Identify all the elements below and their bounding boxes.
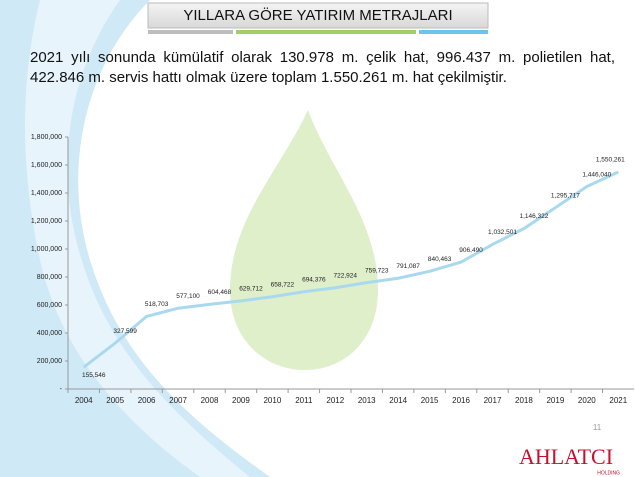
value-label: 694,376: [302, 277, 326, 284]
value-label: 155,546: [82, 372, 106, 379]
x-tick-label: 2013: [358, 396, 376, 405]
value-label: 577,100: [176, 293, 200, 300]
value-label: 791,087: [396, 263, 420, 270]
y-tick-label: 1,000,000: [31, 246, 62, 253]
x-tick-label: 2016: [452, 396, 470, 405]
x-tick-label: 2007: [169, 396, 187, 405]
background-swoosh-light: [25, 0, 250, 477]
value-label: 629,712: [239, 286, 263, 293]
description: 2021 yılı sonunda kümülatif olarak 130.9…: [30, 49, 615, 86]
x-tick-label: 2006: [138, 396, 156, 405]
x-tick-label: 2012: [326, 396, 344, 405]
x-tick-label: 2008: [201, 396, 219, 405]
value-label: 759,723: [365, 267, 389, 274]
y-tick-label: 1,200,000: [31, 218, 62, 225]
logo: AHLATCI: [519, 444, 613, 469]
x-tick-label: 2021: [609, 396, 627, 405]
page-number: 11: [593, 423, 602, 432]
x-tick-label: 2004: [75, 396, 93, 405]
x-tick-label: 2017: [484, 396, 502, 405]
value-label: 840,463: [428, 256, 452, 263]
y-tick-label: 600,000: [37, 302, 62, 309]
y-tick-label: 1,600,000: [31, 162, 62, 169]
title-box: [147, 2, 489, 29]
value-label: 518,703: [145, 301, 169, 308]
value-label: 1,550,261: [596, 157, 625, 164]
value-label: 1,146,322: [519, 213, 548, 220]
logo-sub: HOLDING: [597, 470, 620, 476]
value-label: 658,722: [271, 281, 295, 288]
x-tick-label: 2014: [389, 396, 407, 405]
x-tick-label: 2018: [515, 396, 533, 405]
drop-shape: [230, 110, 378, 370]
y-tick-label: -: [60, 386, 63, 393]
y-tick-label: 1,400,000: [31, 190, 62, 197]
value-label: 604,468: [208, 289, 232, 296]
x-tick-label: 2015: [421, 396, 439, 405]
x-tick-label: 2005: [106, 396, 124, 405]
y-tick-label: 400,000: [37, 330, 62, 337]
x-tick-label: 2019: [546, 396, 564, 405]
y-tick-label: 200,000: [37, 358, 62, 365]
value-label: 722,924: [334, 273, 358, 280]
x-tick-label: 2010: [263, 396, 281, 405]
title-bar: [148, 30, 233, 34]
title-bar: [236, 30, 416, 34]
value-label: 1,032,501: [488, 229, 517, 236]
x-tick-label: 2009: [232, 396, 250, 405]
x-tick-label: 2020: [578, 396, 596, 405]
line: [82, 170, 619, 369]
value-label: 1,295,717: [551, 192, 580, 199]
value-label: 1,446,040: [582, 171, 611, 178]
title: YILLARA GÖRE YATIRIM METRAJLARI: [183, 6, 452, 24]
title-bar: [419, 30, 488, 34]
value-label: 327,599: [113, 328, 137, 335]
y-tick-label: 1,800,000: [31, 134, 62, 141]
x-tick-label: 2011: [295, 396, 313, 405]
value-label: 906,490: [459, 247, 483, 254]
y-tick-label: 800,000: [37, 274, 62, 281]
